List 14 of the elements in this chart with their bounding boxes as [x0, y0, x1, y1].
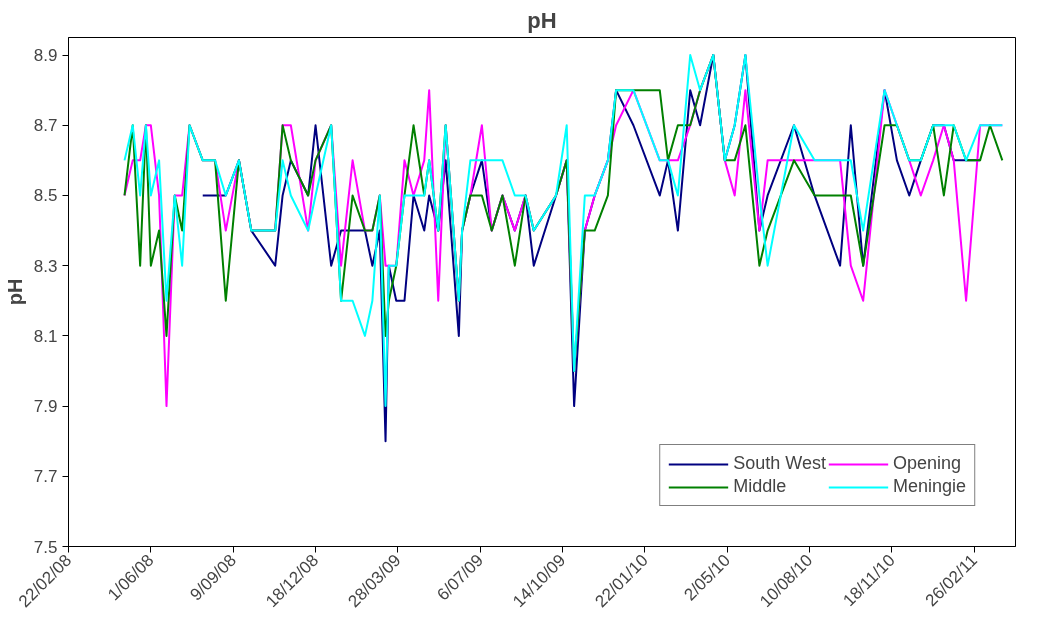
y-axis-title: pH	[3, 278, 26, 306]
y-tick-label: 7.9	[33, 397, 58, 417]
y-tick-label: 8.7	[33, 116, 58, 136]
legend-label: South West	[733, 453, 826, 474]
y-tick-label: 7.7	[33, 467, 58, 487]
y-tick-label: 8.3	[33, 256, 58, 276]
y-tick-label: 8.5	[33, 186, 58, 206]
y-tick-label: 7.5	[33, 537, 58, 557]
y-tick-label: 8.9	[33, 46, 58, 66]
legend-label: Middle	[733, 476, 787, 497]
legend-label: Opening	[892, 453, 962, 474]
chart-title: pH	[527, 7, 557, 33]
legend-label: Meningie	[892, 476, 966, 497]
y-tick-label: 8.1	[33, 326, 58, 346]
